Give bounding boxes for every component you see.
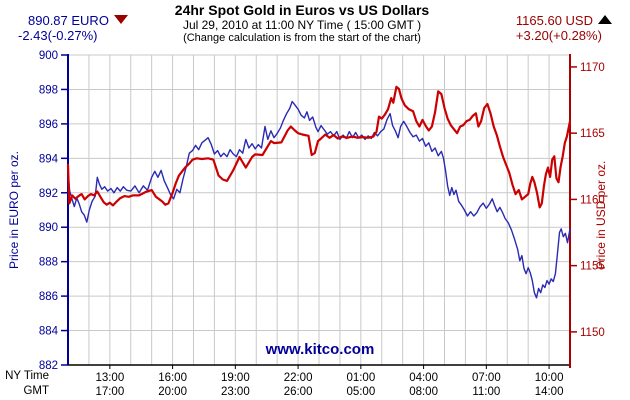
gmt-time-label: 26:00 (284, 386, 313, 398)
gmt-time-label: 23:00 (221, 386, 250, 398)
eur-tick-label: 898 (39, 84, 58, 96)
chart-header: 24hr Spot Gold in Euros vs US Dollars Ju… (0, 3, 604, 45)
ny-time-label: 01:00 (346, 372, 375, 384)
eur-tick-label: 892 (39, 188, 58, 200)
euro-price-value: 890.87 EURO (28, 13, 109, 28)
usd-change: +3.20(+0.28%) (515, 28, 602, 43)
down-triangle-icon (113, 15, 128, 24)
usd-price-value: 1165.60 USD (515, 13, 593, 28)
eur-tick-label: 882 (39, 360, 58, 372)
gmt-time-label: 14:00 (535, 386, 564, 398)
ny-time-label: 19:00 (221, 372, 250, 384)
ny-time-legend: NY Time (5, 370, 49, 382)
eur-tick-label: 896 (39, 119, 58, 131)
eur-tick-label: 886 (39, 291, 58, 303)
usd-quote: 1165.60 USD +3.20(+0.28%) (516, 13, 612, 43)
kitco-watermark-link[interactable]: www.kitco.com (265, 341, 375, 358)
usd-price: 1165.60 USD (516, 13, 612, 28)
ny-time-label: 16:00 (158, 372, 187, 384)
chart-note: (Change calculation is from the start of… (183, 32, 421, 44)
page-title: 24hr Spot Gold in Euros vs US Dollars (174, 2, 430, 18)
ny-time-label: 13:00 (95, 372, 124, 384)
euro-price: 890.87 EURO (18, 13, 128, 28)
ny-time-label: 10:00 (535, 372, 564, 384)
eur-series-line (67, 100, 571, 299)
usd-tick-label: 1155 (580, 261, 605, 273)
usd-tick-label: 1150 (580, 327, 605, 339)
gmt-legend: GMT (23, 385, 49, 397)
chart-datetime: Jul 29, 2010 at 11:00 NY Time ( 15:00 GM… (182, 18, 422, 32)
usd-tick-label: 1170 (580, 62, 605, 74)
ny-time-label: 04:00 (409, 372, 438, 384)
eur-axis-title: Price in EURO per oz. (7, 150, 21, 270)
euro-change: -2.43(-0.27%) (18, 28, 98, 43)
eur-tick-label: 890 (39, 222, 58, 234)
gmt-time-label: 05:00 (346, 386, 375, 398)
usd-tick-label: 1160 (580, 194, 605, 206)
up-triangle-icon (598, 15, 612, 24)
eur-tick-label: 894 (39, 153, 59, 165)
gmt-time-label: 17:00 (95, 386, 124, 398)
eur-tick-label: 888 (39, 257, 58, 269)
ny-time-label: 07:00 (472, 372, 501, 384)
gmt-time-label: 20:00 (158, 386, 187, 398)
eur-tick-label: 884 (39, 326, 59, 338)
eur-tick-label: 900 (39, 50, 58, 62)
gmt-time-label: 08:00 (409, 386, 438, 398)
usd-axis-title: Price in USD per oz. (594, 160, 608, 270)
gmt-time-label: 11:00 (472, 386, 500, 398)
ny-time-label: 22:00 (284, 372, 313, 384)
usd-tick-label: 1165 (580, 128, 605, 140)
usd-series-line (66, 85, 572, 209)
euro-quote: 890.87 EURO -2.43(-0.27%) (18, 13, 128, 43)
